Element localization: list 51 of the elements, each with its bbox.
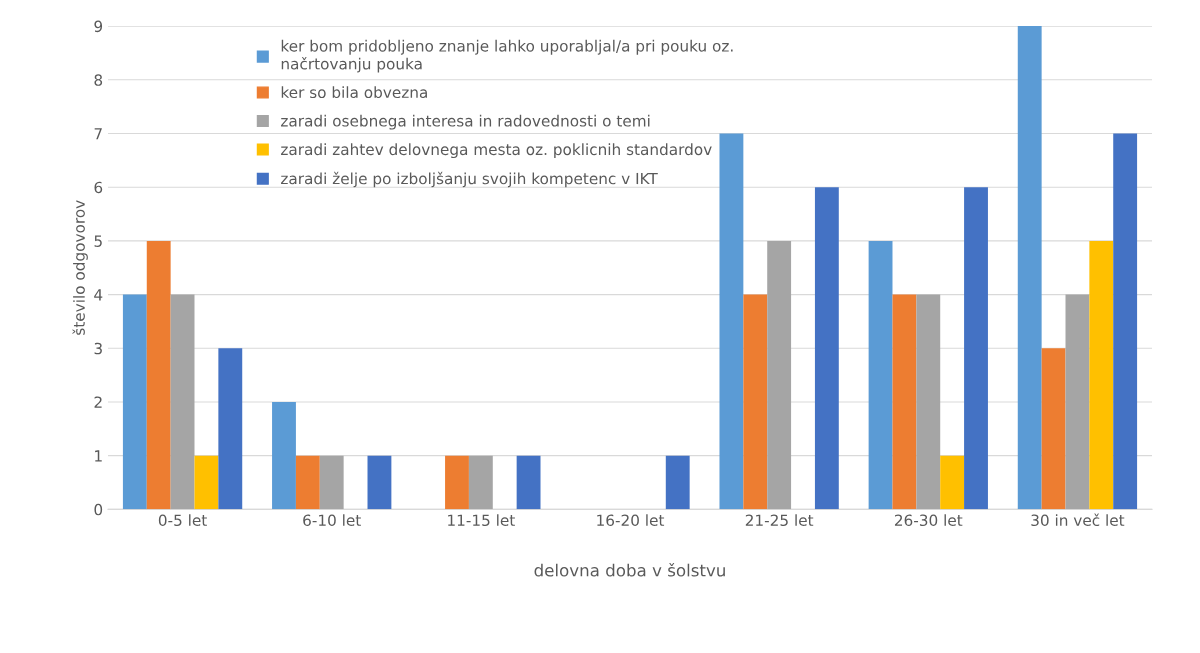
y-tick-label: 0	[94, 503, 103, 516]
legend-label: ker so bila obvezna	[281, 86, 427, 99]
bar	[319, 455, 344, 510]
bar	[1089, 240, 1114, 510]
bar	[122, 294, 147, 510]
y-tick-label: 6	[94, 181, 103, 194]
x-tick-label: 16-20 let	[597, 514, 665, 527]
bar	[218, 348, 243, 510]
bar	[767, 240, 792, 510]
x-tick-label: 26-30 let	[894, 514, 963, 527]
y-tick-label: 3	[94, 342, 102, 355]
y-tick-label: 7	[94, 128, 102, 140]
legend-label: ker bom pridobljeno znanje lahko uporabljal/a pri pouku oz. načrtovanju pouka	[281, 39, 733, 73]
bar	[1065, 294, 1090, 510]
y-tick-label: 9	[94, 20, 103, 33]
y-tick-label: 2	[94, 396, 102, 408]
x-tick-label: 11-15 let	[448, 514, 515, 527]
bar	[445, 455, 469, 510]
y-axis-title: število odgovorov	[72, 200, 88, 335]
bar	[367, 455, 392, 510]
bar	[964, 187, 988, 510]
y-tick-label: 1	[95, 450, 102, 462]
bar	[272, 401, 296, 510]
x-tick-label: 30 in več let	[1031, 513, 1125, 527]
bar	[665, 455, 690, 510]
bar	[719, 133, 744, 510]
x-tick-label: 0-5 let	[158, 514, 207, 527]
bar	[468, 455, 493, 510]
bar	[1041, 348, 1066, 510]
bar	[868, 240, 893, 510]
bar	[743, 294, 768, 510]
y-tick-label: 4	[94, 289, 103, 301]
x-tick-label: 6-10 let	[303, 514, 361, 527]
bar	[814, 187, 839, 510]
bar	[1017, 26, 1042, 510]
legend-label: zaradi želje po izboljšanju svojih kompetenc v IKT	[281, 171, 658, 188]
y-tick-label: 8	[94, 74, 103, 86]
bar	[892, 294, 917, 510]
bar	[170, 294, 195, 510]
y-tick-label: 5	[94, 235, 102, 247]
bar	[916, 294, 941, 510]
bar	[146, 240, 171, 510]
legend-label: zaradi zahtev delovnega mesta oz. poklicnih standardov	[281, 143, 712, 159]
bar	[940, 455, 965, 510]
x-axis-title: delovna doba v šolstvu	[534, 563, 725, 577]
bar	[295, 455, 320, 510]
bar	[516, 455, 541, 510]
x-tick-label: 21-25 let	[745, 514, 814, 527]
legend-label: zaradi osebnega interesa in radovednosti o temi	[281, 114, 650, 130]
bar	[194, 455, 219, 510]
bar	[1113, 133, 1138, 510]
